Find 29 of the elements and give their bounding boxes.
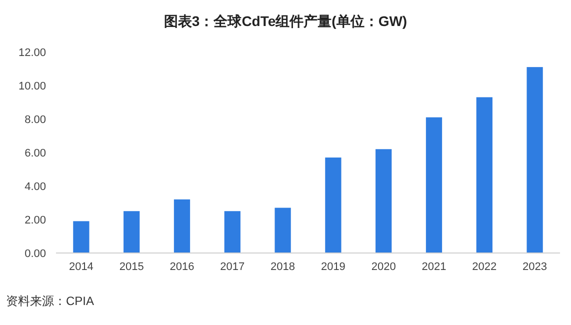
x-tick-label: 2014 bbox=[68, 261, 94, 273]
text: 资料来源：CPIA bbox=[6, 294, 94, 308]
x-tick-label: 2022 bbox=[472, 261, 497, 273]
y-tick-label: 12.00 bbox=[18, 47, 46, 59]
bar bbox=[426, 117, 442, 253]
y-tick-label: 0.00 bbox=[24, 248, 46, 260]
bar bbox=[174, 199, 190, 253]
x-tick-label: 2023 bbox=[522, 261, 548, 273]
x-tick-label: 2020 bbox=[371, 261, 396, 273]
x-tick-label: 2016 bbox=[170, 261, 194, 273]
bar bbox=[376, 149, 392, 253]
y-tick-label: 8.00 bbox=[24, 114, 46, 126]
y-tick-label: 6.00 bbox=[24, 148, 46, 160]
bar bbox=[224, 211, 240, 253]
y-tick-label: 4.00 bbox=[24, 181, 46, 193]
y-tick-label: 10.00 bbox=[18, 80, 46, 92]
x-tick-label: 2017 bbox=[220, 261, 245, 273]
bar bbox=[274, 208, 291, 253]
chart-title: 图表3：全球CdTe组件产量(单位：GW) bbox=[164, 13, 408, 29]
x-tick-label: 2021 bbox=[422, 261, 446, 273]
bar bbox=[325, 158, 342, 253]
bar bbox=[476, 97, 492, 253]
x-tick-label: 2015 bbox=[119, 261, 144, 273]
y-tick-label: 2.00 bbox=[24, 214, 46, 226]
x-tick-label: 2019 bbox=[320, 261, 346, 273]
bar bbox=[73, 221, 90, 253]
x-tick-label: 2018 bbox=[270, 261, 296, 273]
bar bbox=[526, 67, 543, 253]
bar bbox=[124, 211, 140, 253]
